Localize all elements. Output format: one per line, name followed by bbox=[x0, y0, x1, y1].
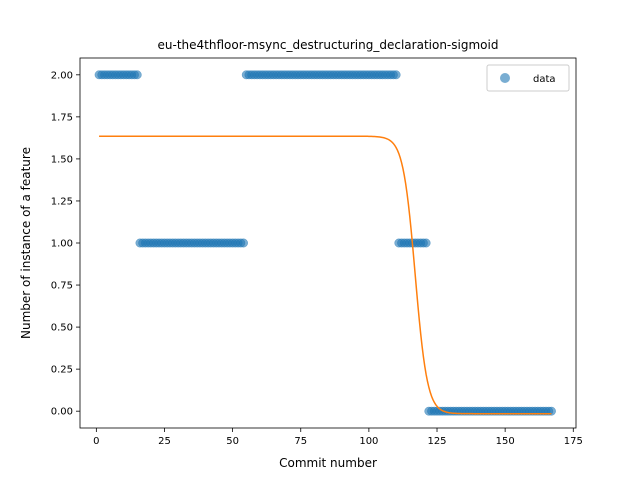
x-tick-label: 125 bbox=[427, 436, 446, 447]
data-point bbox=[421, 238, 431, 248]
y-tick-label: 1.25 bbox=[51, 196, 73, 207]
x-tick-label: 75 bbox=[294, 436, 307, 447]
x-tick-label: 25 bbox=[158, 436, 171, 447]
scatter-points bbox=[94, 70, 556, 416]
legend: data bbox=[486, 64, 570, 92]
data-point bbox=[391, 70, 401, 80]
y-tick-label: 2.00 bbox=[51, 70, 73, 81]
axes: 0 25 50 75 100 125 150 175 0.00 0.25 0.50 0.75 1.00 1… bbox=[51, 57, 583, 447]
y-tick-label: 0.25 bbox=[51, 365, 73, 376]
data-point bbox=[239, 238, 248, 248]
data-point bbox=[132, 70, 142, 80]
x-tick-label: 175 bbox=[564, 436, 583, 447]
fit-line-layer bbox=[99, 135, 552, 415]
sigmoid-fit-line bbox=[99, 135, 552, 415]
y-tick-label: 1.75 bbox=[51, 112, 73, 123]
legend-frame bbox=[486, 64, 570, 92]
chart-title: eu-the4thfloor-msync_destructuring_decla… bbox=[158, 38, 499, 52]
x-tick-label: 0 bbox=[93, 436, 99, 447]
legend-marker-data bbox=[500, 73, 510, 83]
legend-label-data: data bbox=[533, 74, 556, 85]
x-tick-label: 150 bbox=[496, 436, 515, 447]
x-axis-label: Commit number bbox=[279, 456, 377, 470]
y-tick-label: 0.00 bbox=[51, 407, 73, 418]
y-tick-label: 1.50 bbox=[51, 154, 73, 165]
x-tick-label: 100 bbox=[359, 436, 378, 447]
y-tick-label: 1.00 bbox=[51, 239, 73, 250]
y-axis-label: Number of instance of a feature bbox=[19, 147, 33, 339]
x-tick-label: 50 bbox=[226, 436, 239, 447]
y-tick-label: 0.50 bbox=[51, 323, 73, 334]
y-tick-label: 0.75 bbox=[51, 281, 73, 292]
